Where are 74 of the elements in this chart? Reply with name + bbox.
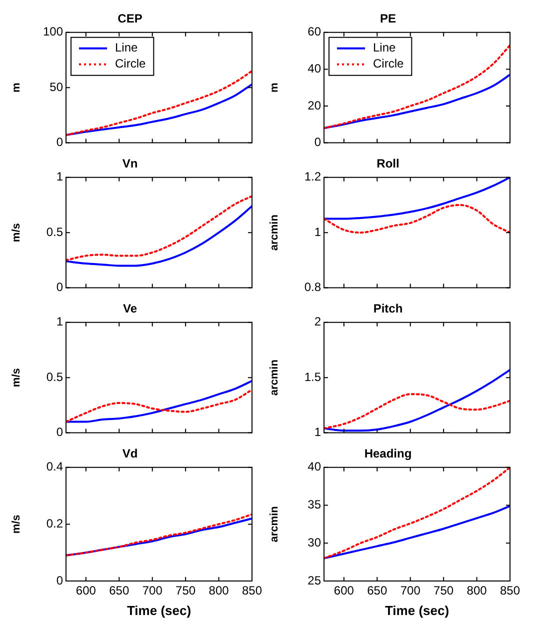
x-tick-label: 850 bbox=[242, 584, 262, 598]
y-tick-label: 1.5 bbox=[304, 370, 322, 384]
line-series bbox=[324, 44, 510, 130]
y-tick-label: 1 bbox=[56, 314, 64, 329]
y-tick-label: 35 bbox=[308, 498, 322, 512]
chart-title: Vd bbox=[122, 446, 138, 461]
line-series bbox=[324, 368, 510, 432]
line-series bbox=[66, 195, 252, 262]
x-tick-label: 700 bbox=[142, 584, 163, 598]
chart-title: Ve bbox=[122, 302, 138, 316]
y-tick-label: 0.8 bbox=[304, 280, 322, 294]
y-tick-label: 0 bbox=[56, 573, 64, 588]
line-series bbox=[66, 205, 252, 267]
chart-title: PE bbox=[380, 12, 396, 26]
y-tick-label: 0.2 bbox=[46, 516, 64, 531]
x-tick-label: 650 bbox=[109, 584, 130, 598]
y-tick-label: 1.2 bbox=[304, 170, 322, 184]
line-series bbox=[324, 393, 510, 430]
line-series bbox=[324, 177, 510, 220]
y-tick-label: 2 bbox=[314, 314, 322, 329]
legend-label: Circle bbox=[373, 56, 404, 71]
chart-title: Roll bbox=[376, 156, 400, 171]
y-tick-label: 60 bbox=[308, 24, 322, 39]
y-tick-label: 40 bbox=[308, 62, 322, 76]
line-series bbox=[66, 70, 252, 136]
y-tick-label: 1 bbox=[314, 224, 322, 239]
y-tick-label: 0.5 bbox=[46, 370, 64, 384]
chart-title: CEP bbox=[118, 12, 142, 26]
y-tick-label: 0 bbox=[56, 280, 64, 294]
y-tick-label: 0.4 bbox=[46, 460, 64, 474]
y-axis-title: arcmin bbox=[268, 506, 281, 542]
x-tick-label: 750 bbox=[176, 584, 196, 598]
y-axis-title: m/s bbox=[10, 223, 23, 242]
x-tick-label: 750 bbox=[434, 584, 454, 598]
y-axis-title: m/s bbox=[10, 514, 23, 534]
y-tick-label: 30 bbox=[308, 535, 322, 550]
line-series bbox=[66, 83, 252, 136]
y-axis-title: arcmin bbox=[268, 359, 281, 396]
x-tick-label: 850 bbox=[500, 584, 520, 598]
chart-title: Vn bbox=[122, 156, 138, 171]
y-tick-label: 25 bbox=[308, 573, 322, 588]
line-series bbox=[324, 505, 510, 560]
x-tick-label: 600 bbox=[76, 584, 96, 598]
legend-label: Line bbox=[115, 40, 138, 55]
x-tick-label: 800 bbox=[208, 584, 230, 598]
line-series bbox=[324, 204, 510, 234]
y-tick-label: 40 bbox=[308, 460, 322, 474]
y-axis-title: arcmin bbox=[268, 214, 281, 251]
y-tick-label: 0 bbox=[56, 425, 64, 440]
y-tick-label: 1 bbox=[314, 425, 322, 440]
legend-label: Line bbox=[373, 40, 396, 55]
chart-title: Pitch bbox=[373, 302, 403, 316]
y-tick-label: 100 bbox=[42, 24, 64, 39]
y-axis-title: m bbox=[10, 82, 23, 92]
line-series bbox=[324, 467, 510, 560]
y-tick-label: 0 bbox=[314, 135, 322, 150]
y-tick-label: 20 bbox=[308, 98, 322, 112]
line-series bbox=[66, 380, 252, 423]
chart-title: Heading bbox=[364, 446, 412, 461]
x-axis-title: Time (sec) bbox=[384, 602, 450, 618]
y-tick-label: 50 bbox=[50, 80, 64, 94]
x-axis-title: Time (sec) bbox=[126, 602, 192, 618]
x-tick-label: 650 bbox=[367, 584, 388, 598]
x-tick-label: 800 bbox=[466, 584, 488, 598]
legend-label: Circle bbox=[115, 56, 146, 71]
line-series bbox=[66, 388, 252, 423]
y-axis-title: m/s bbox=[10, 368, 23, 388]
line-series bbox=[324, 74, 510, 130]
x-tick-label: 700 bbox=[400, 584, 421, 598]
y-tick-label: 0 bbox=[56, 135, 64, 150]
x-tick-label: 600 bbox=[334, 584, 354, 598]
y-axis-title: m bbox=[268, 82, 281, 92]
y-tick-label: 0.5 bbox=[46, 224, 64, 239]
y-tick-label: 1 bbox=[56, 170, 64, 184]
